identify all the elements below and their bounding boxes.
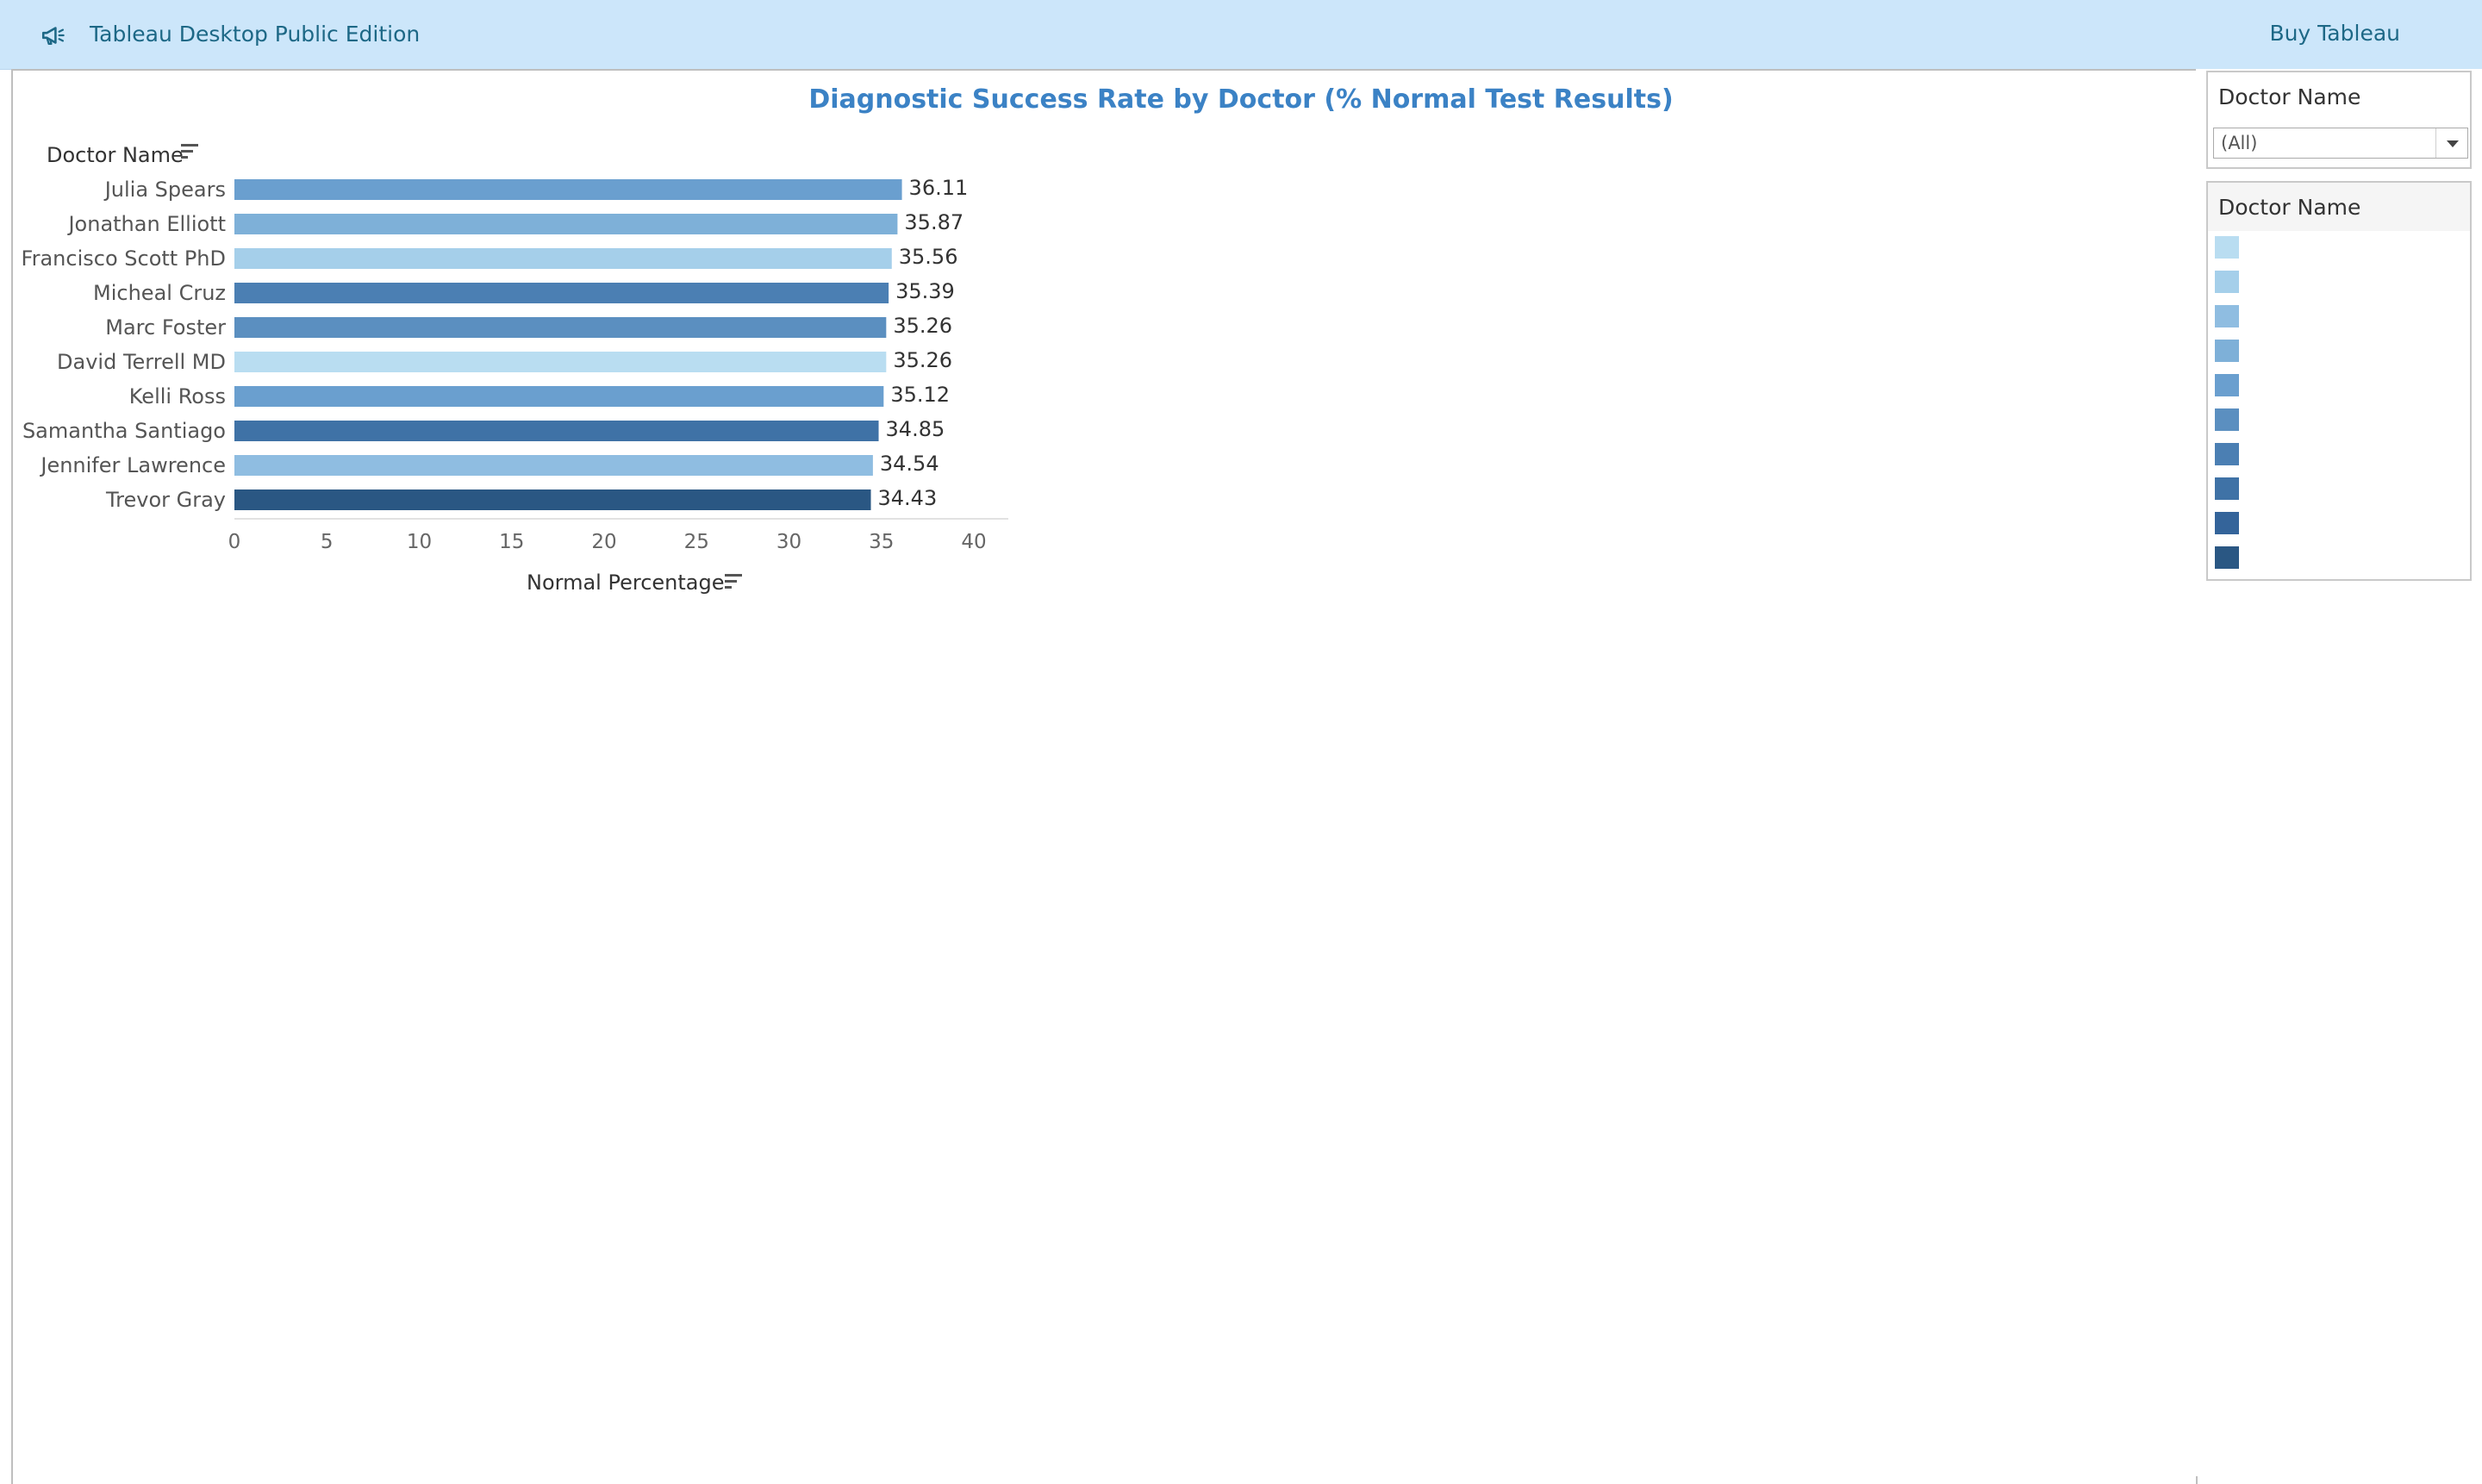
bar[interactable] bbox=[234, 179, 902, 200]
bar[interactable] bbox=[234, 248, 892, 269]
bar[interactable] bbox=[234, 421, 879, 441]
dropdown-selected-value: (All) bbox=[2221, 133, 2258, 153]
column-header[interactable]: Normal Percentage bbox=[527, 571, 742, 595]
bar[interactable] bbox=[234, 214, 898, 234]
sort-icon[interactable] bbox=[181, 144, 198, 159]
sort-icon[interactable] bbox=[725, 574, 742, 589]
filter-title: Doctor Name bbox=[2218, 84, 2361, 109]
app-title: Tableau Desktop Public Edition bbox=[90, 22, 421, 47]
bar[interactable] bbox=[234, 489, 871, 510]
category-label[interactable]: Trevor Gray bbox=[105, 488, 226, 512]
data-label: 34.54 bbox=[880, 452, 939, 476]
legend-swatch[interactable] bbox=[2215, 236, 2239, 259]
data-label: 35.26 bbox=[893, 348, 952, 372]
megaphone-icon[interactable] bbox=[40, 21, 69, 50]
legend-swatch[interactable] bbox=[2215, 305, 2239, 327]
category-label[interactable]: Jennifer Lawrence bbox=[39, 453, 226, 477]
x-tick-label: 40 bbox=[961, 531, 986, 553]
row-header[interactable]: Doctor Name bbox=[47, 143, 198, 167]
category-label[interactable]: Kelli Ross bbox=[129, 384, 226, 408]
category-label[interactable]: Jonathan Elliott bbox=[66, 212, 226, 236]
legend-swatch[interactable] bbox=[2215, 477, 2239, 500]
value-labels: 36.11 35.87 35.56 35.39 35.26 35.26 35.12 34.85… bbox=[878, 176, 969, 510]
category-label[interactable]: Julia Spears bbox=[103, 178, 226, 202]
bars-layer bbox=[234, 179, 902, 510]
doctor-name-dropdown[interactable]: (All) bbox=[2213, 128, 2468, 159]
data-label: 34.85 bbox=[886, 417, 945, 441]
legend-swatch[interactable] bbox=[2215, 512, 2239, 534]
data-label: 35.56 bbox=[899, 245, 958, 269]
legend-swatch[interactable] bbox=[2215, 408, 2239, 431]
x-tick-label: 30 bbox=[776, 531, 801, 553]
bar[interactable] bbox=[234, 317, 887, 338]
legend-swatch[interactable] bbox=[2215, 443, 2239, 465]
bar[interactable] bbox=[234, 455, 873, 476]
x-tick-label: 20 bbox=[591, 531, 616, 553]
x-tick-label: 0 bbox=[228, 531, 241, 553]
chevron-down-icon[interactable] bbox=[2435, 128, 2467, 158]
buy-tableau-link[interactable]: Buy Tableau bbox=[2269, 21, 2400, 46]
doctor-name-filter: Doctor Name (All) bbox=[2206, 71, 2472, 169]
category-label[interactable]: Francisco Scott PhD bbox=[22, 246, 226, 271]
row-header-label: Doctor Name bbox=[47, 143, 184, 167]
category-label[interactable]: Marc Foster bbox=[105, 315, 226, 340]
worksheet-area bbox=[11, 69, 2198, 1484]
data-label: 36.11 bbox=[909, 176, 969, 200]
bar-chart: Doctor Name Julia Spears Jonathan Elliott… bbox=[22, 143, 1008, 595]
bar[interactable] bbox=[234, 386, 884, 407]
x-tick-label: 10 bbox=[407, 531, 432, 553]
bar[interactable] bbox=[234, 283, 889, 303]
category-labels: Julia Spears Jonathan Elliott Francisco Sc… bbox=[22, 178, 227, 512]
data-label: 35.87 bbox=[904, 210, 963, 234]
legend-title: Doctor Name bbox=[2218, 195, 2361, 220]
top-bar: Tableau Desktop Public Edition Buy Table… bbox=[0, 0, 2482, 70]
category-label[interactable]: David Terrell MD bbox=[57, 350, 226, 374]
chart-title: Diagnostic Success Rate by Doctor (% Nor… bbox=[808, 84, 1674, 115]
category-label[interactable]: Micheal Cruz bbox=[93, 281, 226, 305]
legend-swatch[interactable] bbox=[2215, 374, 2239, 396]
x-tick-label: 5 bbox=[321, 531, 334, 553]
x-tick-label: 25 bbox=[684, 531, 709, 553]
x-tick-label: 35 bbox=[869, 531, 894, 553]
legend-swatch[interactable] bbox=[2215, 271, 2239, 293]
legend-swatch[interactable] bbox=[2215, 340, 2239, 362]
category-label[interactable]: Samantha Santiago bbox=[22, 419, 226, 443]
bar[interactable] bbox=[234, 352, 887, 372]
data-label: 35.39 bbox=[895, 279, 955, 303]
data-label: 34.43 bbox=[878, 486, 938, 510]
x-axis-title: Normal Percentage bbox=[527, 571, 724, 595]
color-legend: Doctor Name bbox=[2206, 181, 2472, 581]
legend-header bbox=[2208, 183, 2470, 231]
legend-swatch[interactable] bbox=[2215, 546, 2239, 569]
data-label: 35.12 bbox=[890, 383, 950, 407]
data-label: 35.26 bbox=[893, 314, 952, 338]
x-axis: 0 5 10 15 20 25 30 35 40 bbox=[228, 518, 1008, 553]
x-tick-label: 15 bbox=[499, 531, 524, 553]
